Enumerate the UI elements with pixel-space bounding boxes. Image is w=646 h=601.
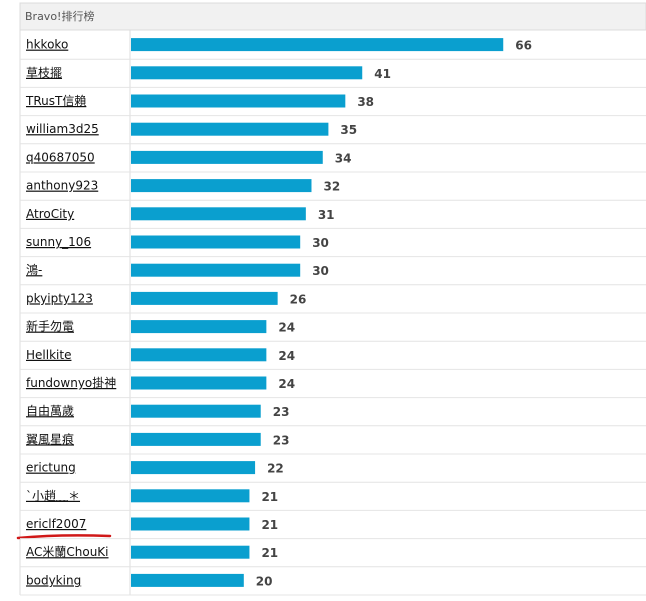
header-bar — [19, 2, 646, 31]
user-name[interactable]: 翼風星痕 — [26, 431, 74, 446]
value-label: 20 — [256, 574, 273, 588]
user-name[interactable]: 草枝擺 — [26, 65, 62, 80]
user-name[interactable]: erictung — [26, 461, 76, 475]
bar — [131, 320, 267, 334]
value-label: 21 — [261, 490, 278, 504]
user-name[interactable]: 自由萬歲 — [26, 404, 74, 418]
bar — [131, 461, 256, 475]
bar — [131, 291, 278, 305]
bar — [131, 38, 504, 52]
value-label: 66 — [515, 39, 532, 53]
value-label: 31 — [318, 208, 335, 222]
bar — [131, 376, 267, 390]
value-label: 24 — [278, 377, 295, 391]
value-label: 30 — [312, 236, 329, 250]
user-name[interactable]: Hellkite — [26, 348, 71, 362]
bar — [131, 122, 329, 136]
user-name[interactable]: bodyking — [26, 573, 81, 587]
value-label: 38 — [357, 95, 374, 109]
value-label: 26 — [290, 292, 307, 306]
value-label: 23 — [273, 433, 290, 447]
value-label: 34 — [335, 151, 352, 165]
annotation-underline — [16, 534, 112, 540]
bar — [131, 263, 301, 277]
bar — [131, 573, 244, 587]
bar — [131, 179, 312, 193]
value-label: 21 — [261, 518, 278, 532]
chart-title: Bravo!排行榜 — [25, 9, 94, 23]
value-label: 41 — [374, 67, 391, 81]
user-name[interactable]: anthony923 — [26, 179, 98, 193]
user-name[interactable]: ericlf2007 — [26, 517, 86, 531]
user-name[interactable]: hkkoko — [26, 38, 68, 52]
bar — [131, 404, 261, 418]
user-name[interactable]: AC米蘭ChouKi — [26, 545, 109, 559]
value-label: 24 — [278, 349, 295, 363]
user-name[interactable]: fundownyo掛神 — [26, 375, 116, 390]
user-name[interactable]: 鴻- — [26, 263, 42, 277]
user-name[interactable]: AtroCity — [26, 207, 74, 221]
bar — [131, 489, 250, 503]
value-label: 21 — [261, 546, 278, 560]
value-label: 22 — [267, 462, 284, 476]
bar — [131, 207, 306, 221]
value-label: 35 — [340, 123, 357, 137]
bar — [131, 348, 267, 362]
value-label: 23 — [273, 405, 290, 419]
user-name[interactable]: william3d25 — [26, 122, 99, 136]
value-label: 24 — [278, 321, 295, 335]
user-name[interactable]: q40687050 — [26, 150, 95, 164]
bar — [131, 235, 301, 249]
user-name[interactable]: ˋ小趙﹏＊ — [26, 488, 80, 503]
user-name[interactable]: 新手勿電 — [26, 319, 74, 334]
bar — [131, 150, 323, 164]
user-name[interactable]: TRusT信賴 — [25, 93, 86, 108]
value-label: 32 — [323, 180, 340, 194]
user-name[interactable]: pkyipty123 — [26, 291, 93, 305]
bar — [131, 94, 346, 108]
bar — [131, 66, 363, 80]
bar — [131, 517, 250, 531]
bar — [131, 545, 250, 559]
bar — [131, 432, 261, 446]
user-name[interactable]: sunny_106 — [26, 235, 91, 249]
value-label: 30 — [312, 264, 329, 278]
